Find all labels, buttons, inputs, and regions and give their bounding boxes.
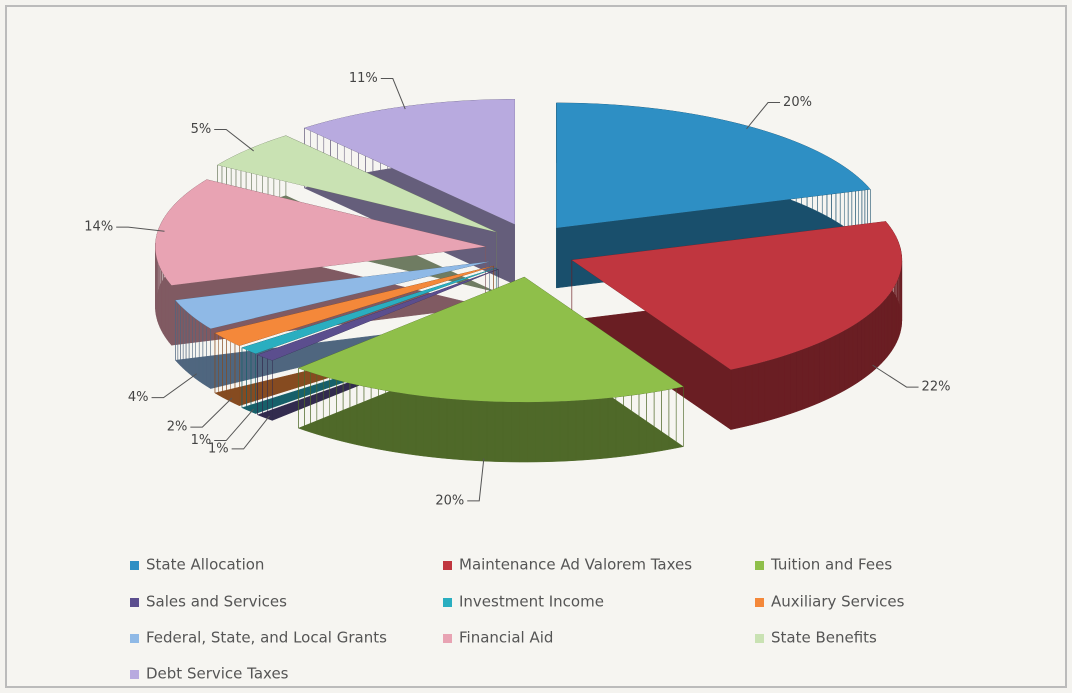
legend-swatch bbox=[443, 598, 452, 607]
legend-swatch bbox=[755, 598, 764, 607]
legend-swatch bbox=[130, 598, 139, 607]
legend-swatch bbox=[755, 634, 764, 643]
data-label: 11% bbox=[349, 71, 378, 86]
leader-line bbox=[380, 78, 406, 110]
legend-label: Maintenance Ad Valorem Taxes bbox=[459, 556, 692, 574]
leader-line bbox=[467, 458, 485, 502]
data-label: 14% bbox=[84, 220, 113, 235]
slice bbox=[242, 268, 497, 354]
slice bbox=[175, 261, 490, 329]
legend-swatch bbox=[130, 561, 139, 570]
leader-line bbox=[190, 397, 233, 428]
legend-label: State Benefits bbox=[771, 629, 877, 647]
legend-label: State Allocation bbox=[146, 556, 264, 574]
legend-swatch bbox=[443, 561, 452, 570]
legend-label: Federal, State, and Local Grants bbox=[146, 629, 387, 647]
data-label: 22% bbox=[922, 380, 951, 395]
legend-label: Tuition and Fees bbox=[770, 556, 892, 574]
legend: State Allocation Maintenance Ad Valorem T… bbox=[130, 556, 905, 683]
slice bbox=[257, 269, 499, 361]
data-label: 20% bbox=[435, 493, 464, 508]
legend-swatch bbox=[130, 670, 139, 679]
leader-line bbox=[872, 364, 919, 388]
legend-label: Investment Income bbox=[459, 593, 604, 611]
pie: 11%20%5%14%22%4%2%1%1%20% bbox=[84, 71, 950, 508]
slice bbox=[215, 266, 494, 346]
legend-label: Auxiliary Services bbox=[771, 593, 905, 611]
leader-line bbox=[214, 408, 255, 442]
leader-line bbox=[214, 128, 254, 152]
data-label: 4% bbox=[128, 390, 149, 405]
legend-swatch bbox=[755, 561, 764, 570]
leader-line bbox=[151, 373, 197, 399]
leader-line bbox=[746, 102, 781, 130]
legend-label: Sales and Services bbox=[146, 593, 287, 611]
data-label: 2% bbox=[167, 420, 188, 435]
leader-line bbox=[116, 226, 165, 232]
leader-line bbox=[231, 415, 270, 450]
data-label: 1% bbox=[208, 441, 229, 456]
slice bbox=[304, 99, 515, 225]
data-label: 20% bbox=[783, 95, 812, 110]
legend-swatch bbox=[130, 634, 139, 643]
slice bbox=[155, 179, 486, 286]
slice bbox=[217, 135, 497, 232]
data-label: 1% bbox=[191, 433, 212, 448]
slice bbox=[571, 221, 902, 370]
legend-swatch bbox=[443, 634, 452, 643]
legend-label: Debt Service Taxes bbox=[146, 665, 289, 683]
legend-label: Financial Aid bbox=[459, 629, 553, 647]
data-label: 5% bbox=[191, 122, 212, 137]
slice bbox=[298, 277, 684, 403]
slice bbox=[556, 102, 871, 228]
slice-side bbox=[214, 265, 494, 407]
